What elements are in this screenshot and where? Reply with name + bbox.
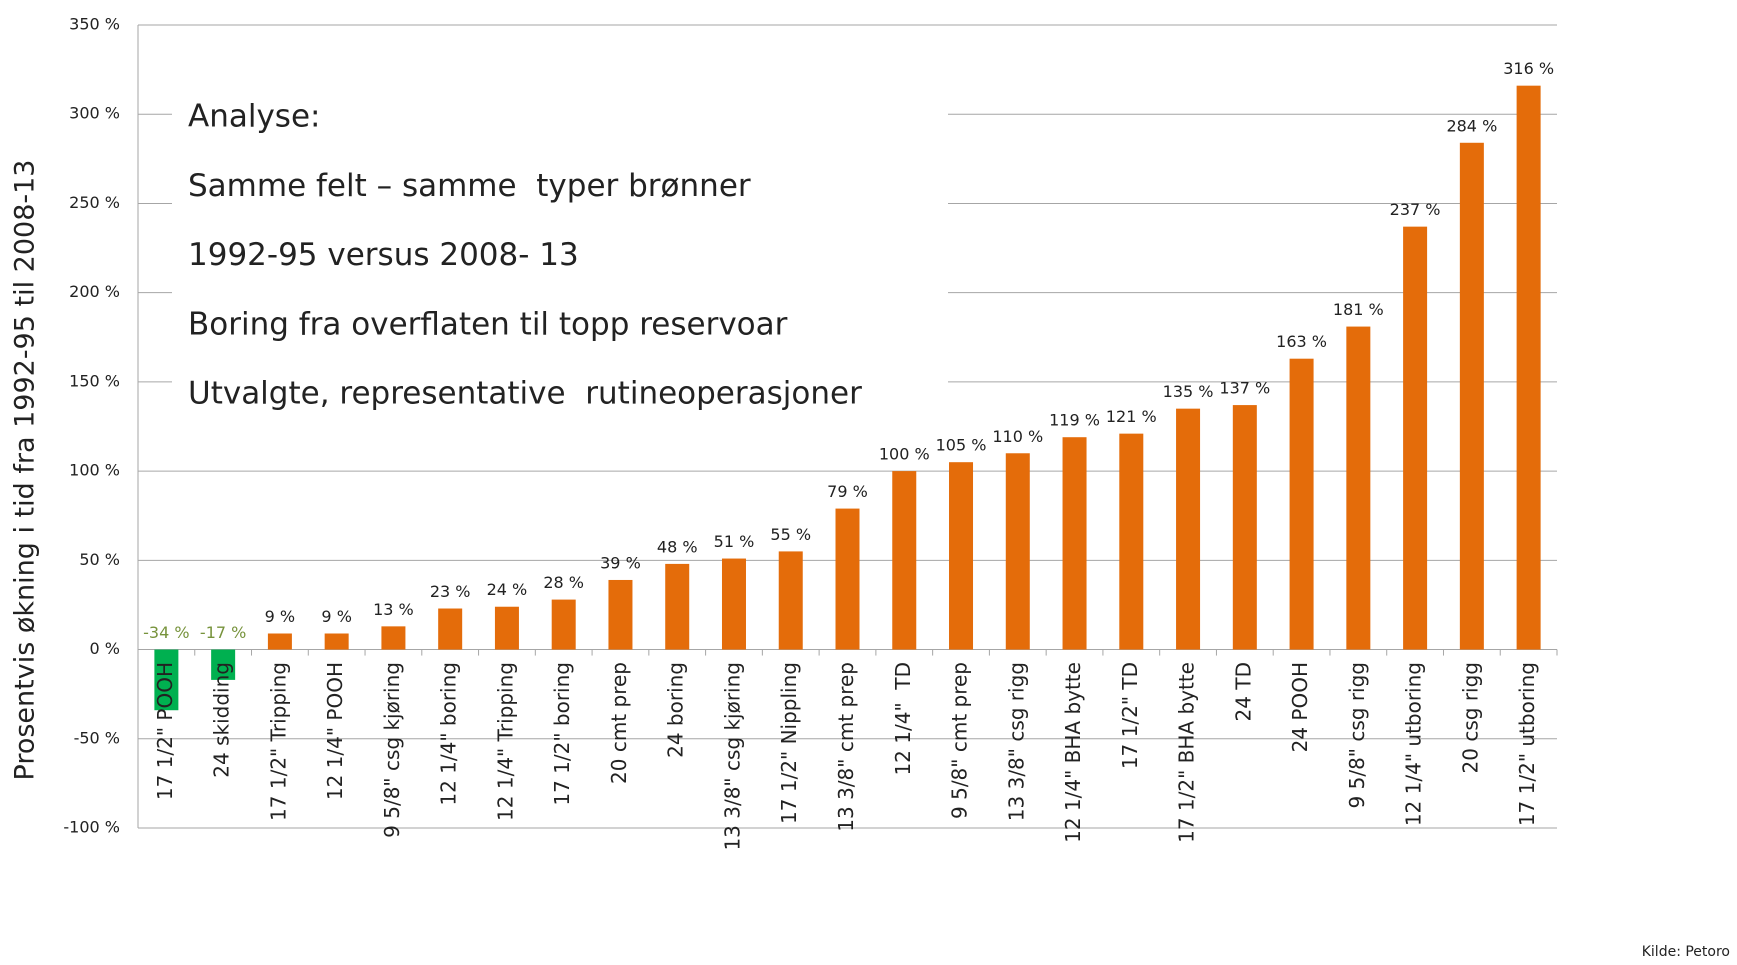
x-tick-label: 20 csg rigg xyxy=(1458,662,1482,773)
x-tick-label: 17 1/2" Tripping xyxy=(266,662,290,821)
y-tick-label: 100 % xyxy=(69,461,120,480)
x-tick-label: 24 boring xyxy=(664,662,688,758)
bar xyxy=(721,558,746,650)
value-label: 135 % xyxy=(1163,382,1214,401)
x-tick-label: 13 3/8" cmt prep xyxy=(834,662,858,832)
bar xyxy=(154,649,179,711)
bar xyxy=(381,626,406,650)
x-tick-label: 12 1/4" BHA bytte xyxy=(1061,662,1085,843)
bar xyxy=(1119,433,1144,650)
value-label: 163 % xyxy=(1276,332,1327,351)
x-tick-label: 24 skidding xyxy=(210,662,234,778)
annotation-line: Samme felt – samme typer brønner xyxy=(188,168,751,204)
value-label: 110 % xyxy=(992,427,1043,446)
x-tick-label: 20 cmt prep xyxy=(607,662,631,784)
value-label: 55 % xyxy=(770,525,811,544)
annotation-line: Boring fra overflaten til topp reservoar xyxy=(188,306,788,342)
bar xyxy=(1516,85,1541,650)
bar xyxy=(1062,437,1087,650)
y-tick-label: 350 % xyxy=(69,15,120,34)
annotation-line: 1992-95 versus 2008- 13 xyxy=(188,237,579,273)
x-tick-label: 12 1/4" TD xyxy=(891,662,915,776)
x-tick-label: 9 5/8" csg rigg xyxy=(1345,662,1369,808)
value-label: 39 % xyxy=(600,553,641,572)
bar xyxy=(835,508,860,650)
value-label: 23 % xyxy=(430,582,471,601)
x-tick-label: 17 1/2" boring xyxy=(550,662,574,806)
value-label: -34 % xyxy=(143,623,189,642)
annotation-line: Analyse: xyxy=(188,99,320,135)
x-tick-label: 17 1/2" POOH xyxy=(153,662,177,800)
y-axis-label: Prosentvis økning i tid fra 1992-95 til … xyxy=(10,160,41,781)
bar xyxy=(665,563,690,650)
y-tick-label: -50 % xyxy=(74,728,120,747)
x-tick-label: 24 TD xyxy=(1231,662,1255,721)
value-label: 28 % xyxy=(543,573,584,592)
x-tick-label: 12 1/4" Tripping xyxy=(493,662,517,821)
bar xyxy=(949,462,974,650)
value-label: 237 % xyxy=(1390,200,1441,219)
x-tick-label: 17 1/2" Nippling xyxy=(777,662,801,824)
value-label: -17 % xyxy=(200,623,246,642)
annotation-box xyxy=(172,82,948,424)
source: Kilde: Petoro xyxy=(1642,944,1730,960)
y-tick-label: 50 % xyxy=(79,550,120,569)
value-label: 100 % xyxy=(879,445,930,464)
bar xyxy=(551,599,576,650)
bar xyxy=(1176,408,1201,650)
x-tick-label: 24 POOH xyxy=(1288,662,1312,752)
value-label: 13 % xyxy=(373,600,414,619)
bar xyxy=(494,606,519,650)
value-label: 284 % xyxy=(1446,116,1497,135)
value-label: 48 % xyxy=(657,537,698,556)
y-tick-label: 0 % xyxy=(90,639,120,658)
value-label: 9 % xyxy=(265,607,295,626)
value-label: 79 % xyxy=(827,482,868,501)
bar xyxy=(778,551,803,650)
value-label: 24 % xyxy=(487,580,528,599)
x-tick-label: 12 1/4" boring xyxy=(437,662,461,806)
value-label: 119 % xyxy=(1049,411,1100,430)
bar xyxy=(1005,453,1030,650)
bar xyxy=(211,649,236,680)
x-tick-label: 12 1/4" utboring xyxy=(1402,662,1426,826)
value-label: 51 % xyxy=(714,532,755,551)
value-label: 137 % xyxy=(1219,379,1270,398)
x-tick-label: 9 5/8" cmt prep xyxy=(948,662,972,819)
bar xyxy=(892,471,917,650)
y-tick-label: 250 % xyxy=(69,193,120,212)
x-tick-label: 13 3/8" csg kjøring xyxy=(720,662,744,851)
y-tick-label: 200 % xyxy=(69,282,120,301)
y-tick-label: 150 % xyxy=(69,371,120,390)
bar xyxy=(267,633,292,650)
annotation-line: Utvalgte, representative rutineoperasjon… xyxy=(188,376,862,412)
x-tick-label: 13 3/8" csg rigg xyxy=(1004,662,1028,821)
x-tick-label: 17 1/2" TD xyxy=(1118,662,1142,769)
x-tick-label: 17 1/2" utboring xyxy=(1515,662,1539,826)
bar xyxy=(1289,358,1314,650)
value-label: 9 % xyxy=(321,607,351,626)
value-label: 316 % xyxy=(1503,59,1554,78)
value-label: 105 % xyxy=(936,436,987,455)
bar xyxy=(608,579,633,650)
x-tick-label: 17 1/2" BHA bytte xyxy=(1175,662,1199,843)
value-label: 121 % xyxy=(1106,407,1157,426)
y-tick-label: -100 % xyxy=(63,818,120,837)
bar xyxy=(1403,226,1428,650)
bar xyxy=(1346,326,1371,650)
x-tick-label: 9 5/8" csg kjøring xyxy=(380,662,404,838)
bar xyxy=(1232,405,1257,650)
value-label: 181 % xyxy=(1333,300,1384,319)
x-tick-label: 12 1/4" POOH xyxy=(323,662,347,800)
bar xyxy=(1459,142,1484,650)
y-tick-label: 300 % xyxy=(69,104,120,123)
bar xyxy=(324,633,349,650)
bar xyxy=(438,608,463,650)
